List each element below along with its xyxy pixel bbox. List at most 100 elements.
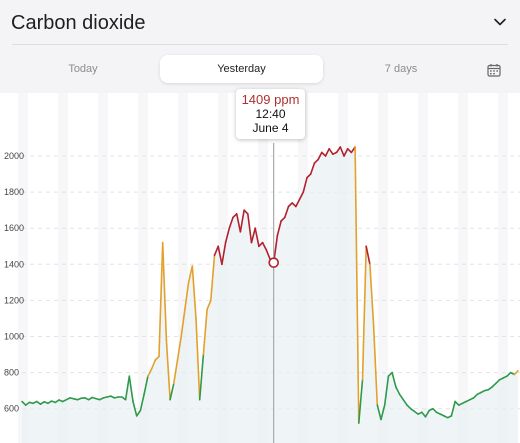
co2-chart[interactable]: 600 800 1000 1200 1400 1600 1800 2000 — [0, 93, 520, 443]
series-segment — [124, 375, 131, 401]
series-segment — [206, 299, 212, 311]
series-segment — [302, 176, 308, 193]
series-segment — [202, 308, 208, 356]
series-segment — [139, 393, 145, 412]
series-segment — [420, 411, 427, 418]
y-tick-label: 600 — [4, 404, 19, 414]
series-segment — [135, 409, 142, 417]
page-title: Carbon dioxide — [11, 12, 146, 34]
tooltip-time: 12:40 — [255, 107, 286, 121]
series-segment — [391, 371, 397, 388]
chevron-down-icon[interactable] — [492, 14, 508, 30]
series-segment — [261, 241, 268, 251]
series-segment — [195, 317, 201, 401]
series-segment — [343, 147, 349, 157]
series-segment — [287, 202, 294, 208]
grid-band — [378, 93, 388, 443]
series-segment — [158, 241, 164, 358]
series-segment — [243, 209, 249, 215]
chart-svg: 600 800 1000 1200 1400 1600 1800 2000 — [4, 93, 520, 443]
series-segment — [180, 308, 186, 338]
series-segment — [221, 241, 227, 266]
grid-band — [138, 93, 148, 443]
series-segment — [191, 265, 197, 320]
series-segment — [213, 245, 219, 257]
series-segment — [402, 398, 408, 406]
series-segment — [143, 375, 149, 396]
series-segment — [406, 404, 412, 410]
series-segment — [335, 146, 342, 154]
tab-today[interactable]: Today — [68, 63, 98, 75]
series-segment — [357, 378, 364, 424]
tooltip-value: 1409 ppm — [241, 92, 300, 107]
series-segment — [320, 151, 327, 157]
series-segment — [313, 158, 319, 164]
y-tick-label: 1800 — [4, 187, 24, 197]
chart-tooltip: 1409 ppm 12:40 June 4 — [236, 89, 305, 139]
series-segment — [161, 241, 168, 341]
series-segment — [184, 281, 190, 311]
series-segment — [361, 245, 368, 381]
series-segment — [295, 198, 301, 208]
series-segment — [210, 254, 216, 302]
series-segment — [491, 382, 497, 388]
grid-band — [18, 93, 28, 443]
header-divider — [12, 44, 508, 45]
series-segment — [239, 209, 245, 233]
grid-band — [418, 93, 428, 443]
series-segment — [309, 162, 316, 175]
series-segment — [306, 173, 312, 179]
grid-band — [498, 93, 508, 443]
series-segment — [265, 249, 271, 260]
series-segment — [506, 371, 512, 378]
grid-band — [458, 93, 468, 443]
series-segment — [513, 369, 519, 376]
series-segment — [235, 213, 242, 233]
grid-band — [98, 93, 108, 443]
series-segment — [454, 400, 460, 406]
series-segment — [258, 241, 264, 248]
series-segment — [280, 216, 286, 222]
series-segment — [224, 227, 231, 244]
series-segment — [380, 404, 386, 421]
tab-7-days[interactable]: 7 days — [384, 63, 418, 75]
series-segment — [383, 375, 390, 406]
area-fill — [22, 147, 518, 443]
y-tick-label: 1200 — [4, 295, 24, 305]
series-segment — [187, 265, 194, 284]
series-segment — [276, 220, 282, 237]
series-segment — [369, 263, 375, 327]
tooltip-date: June 4 — [252, 121, 289, 135]
series-segment — [494, 378, 501, 385]
series-segment — [472, 393, 479, 399]
series-segment — [217, 245, 223, 266]
grid-band — [58, 93, 68, 443]
series-segment — [198, 353, 205, 401]
y-tick-label: 800 — [4, 368, 19, 378]
series-segment — [424, 409, 431, 418]
series-segment — [317, 151, 323, 161]
series-segment — [291, 202, 297, 208]
series-segment — [132, 400, 138, 417]
series-segment — [228, 216, 234, 229]
series-segment — [398, 393, 405, 401]
series-segment — [283, 205, 290, 219]
series-segment — [254, 227, 260, 248]
series-segment — [154, 355, 160, 361]
series-segment — [346, 147, 353, 154]
y-tick-label: 2000 — [4, 151, 24, 161]
series-segment — [128, 375, 134, 403]
series-segment — [354, 146, 360, 424]
grid-band — [178, 93, 188, 443]
series-segment — [250, 227, 256, 244]
series-segment — [176, 335, 182, 361]
series-segment — [147, 368, 153, 378]
selected-point — [268, 257, 280, 268]
series-segment — [376, 404, 382, 421]
y-tick-label: 1600 — [4, 223, 24, 233]
series-segment — [247, 213, 253, 244]
series-segment — [324, 147, 331, 157]
tab-yesterday[interactable]: Yesterday — [160, 55, 323, 83]
y-tick-label: 1000 — [4, 332, 24, 342]
calendar-icon[interactable] — [487, 63, 501, 77]
